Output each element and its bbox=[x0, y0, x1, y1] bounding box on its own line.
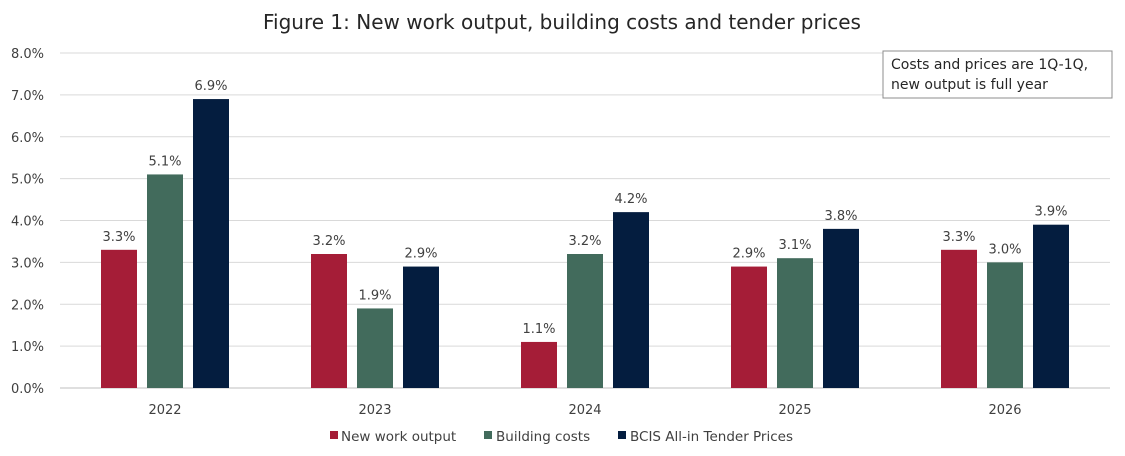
data-label-new-work-output-2024: 1.1% bbox=[522, 322, 555, 337]
x-axis-tick-labels: 2022 2023 2024 2025 2026 bbox=[148, 403, 1021, 418]
y-tick-label: 0.0% bbox=[11, 382, 44, 397]
bar-new-work-output-2025 bbox=[731, 266, 767, 388]
y-tick-label: 8.0% bbox=[11, 47, 44, 62]
bar-new-work-output-2024 bbox=[521, 341, 557, 388]
legend-swatch-new-work-output bbox=[330, 431, 338, 439]
annotation-box: Costs and prices are 1Q-1Q, new output i… bbox=[882, 50, 1113, 99]
legend-item-bcis-tender-prices: BCIS All-in Tender Prices bbox=[618, 429, 793, 445]
data-label-bcis-all-in-tender-prices-2026: 3.9% bbox=[1034, 205, 1067, 220]
bar-new-work-output-2026 bbox=[941, 249, 977, 388]
x-tick-label-2026: 2026 bbox=[988, 403, 1021, 418]
y-tick-label: 4.0% bbox=[11, 215, 44, 230]
data-label-building-costs-2023: 1.9% bbox=[358, 288, 391, 303]
chart-title: Figure 1: New work output, building cost… bbox=[263, 10, 861, 34]
y-tick-label: 1.0% bbox=[11, 340, 44, 355]
data-label-new-work-output-2023: 3.2% bbox=[312, 234, 345, 249]
data-label-bcis-all-in-tender-prices-2023: 2.9% bbox=[404, 247, 437, 262]
data-label-new-work-output-2025: 2.9% bbox=[732, 247, 765, 262]
data-label-bcis-all-in-tender-prices-2025: 3.8% bbox=[824, 209, 857, 224]
annotation-line-2: new output is full year bbox=[891, 77, 1048, 93]
bar-new-work-output-2023 bbox=[311, 254, 347, 388]
x-tick-label-2024: 2024 bbox=[568, 403, 601, 418]
data-label-building-costs-2024: 3.2% bbox=[568, 234, 601, 249]
bars bbox=[101, 99, 1069, 388]
data-label-bcis-all-in-tender-prices-2022: 6.9% bbox=[194, 79, 227, 94]
legend-label-bcis-tender-prices: BCIS All-in Tender Prices bbox=[630, 429, 793, 445]
y-tick-label: 5.0% bbox=[11, 173, 44, 188]
data-label-new-work-output-2026: 3.3% bbox=[942, 230, 975, 245]
data-label-new-work-output-2022: 3.3% bbox=[102, 230, 135, 245]
bar-bcis-all-in-tender-prices-2023 bbox=[403, 266, 439, 388]
gridlines bbox=[60, 52, 1110, 389]
bar-building-costs-2022 bbox=[147, 174, 183, 388]
bar-bcis-all-in-tender-prices-2022 bbox=[193, 99, 229, 388]
data-label-building-costs-2026: 3.0% bbox=[988, 242, 1021, 257]
y-tick-label: 7.0% bbox=[11, 89, 44, 104]
x-tick-label-2023: 2023 bbox=[358, 403, 391, 418]
bar-building-costs-2024 bbox=[567, 254, 603, 388]
legend: New work output Building costs BCIS All-… bbox=[330, 429, 793, 445]
legend-label-building-costs: Building costs bbox=[496, 429, 590, 445]
y-tick-label: 3.0% bbox=[11, 256, 44, 271]
bar-bcis-all-in-tender-prices-2025 bbox=[823, 228, 859, 388]
legend-item-new-work-output: New work output bbox=[330, 429, 456, 445]
data-label-building-costs-2025: 3.1% bbox=[778, 238, 811, 253]
legend-swatch-building-costs bbox=[484, 431, 492, 439]
data-labels: 3.3% 5.1% 6.9% 3.2% 1.9% 2.9% 1.1% 3.2% 4.2% 2.9%… bbox=[102, 79, 1067, 337]
bar-bcis-all-in-tender-prices-2024 bbox=[613, 212, 649, 388]
legend-item-building-costs: Building costs bbox=[484, 429, 590, 445]
legend-label-new-work-output: New work output bbox=[341, 429, 456, 445]
bar-bcis-all-in-tender-prices-2026 bbox=[1033, 224, 1069, 388]
y-axis-tick-labels: 0.0% 1.0% 2.0% 3.0% 4.0% 5.0% 6.0% 7.0% 8.0% bbox=[11, 47, 44, 397]
bar-building-costs-2026 bbox=[987, 262, 1023, 388]
bar-new-work-output-2022 bbox=[101, 249, 137, 388]
data-label-building-costs-2022: 5.1% bbox=[148, 154, 181, 169]
annotation-line-1: Costs and prices are 1Q-1Q, bbox=[891, 57, 1088, 73]
x-tick-label-2025: 2025 bbox=[778, 403, 811, 418]
bar-building-costs-2023 bbox=[357, 308, 393, 388]
data-label-bcis-all-in-tender-prices-2024: 4.2% bbox=[614, 192, 647, 207]
y-tick-label: 2.0% bbox=[11, 298, 44, 313]
x-tick-label-2022: 2022 bbox=[148, 403, 181, 418]
legend-swatch-bcis-tender-prices bbox=[618, 431, 626, 439]
y-tick-label: 6.0% bbox=[11, 131, 44, 146]
annotation-border bbox=[882, 50, 1113, 99]
bar-building-costs-2025 bbox=[777, 258, 813, 388]
